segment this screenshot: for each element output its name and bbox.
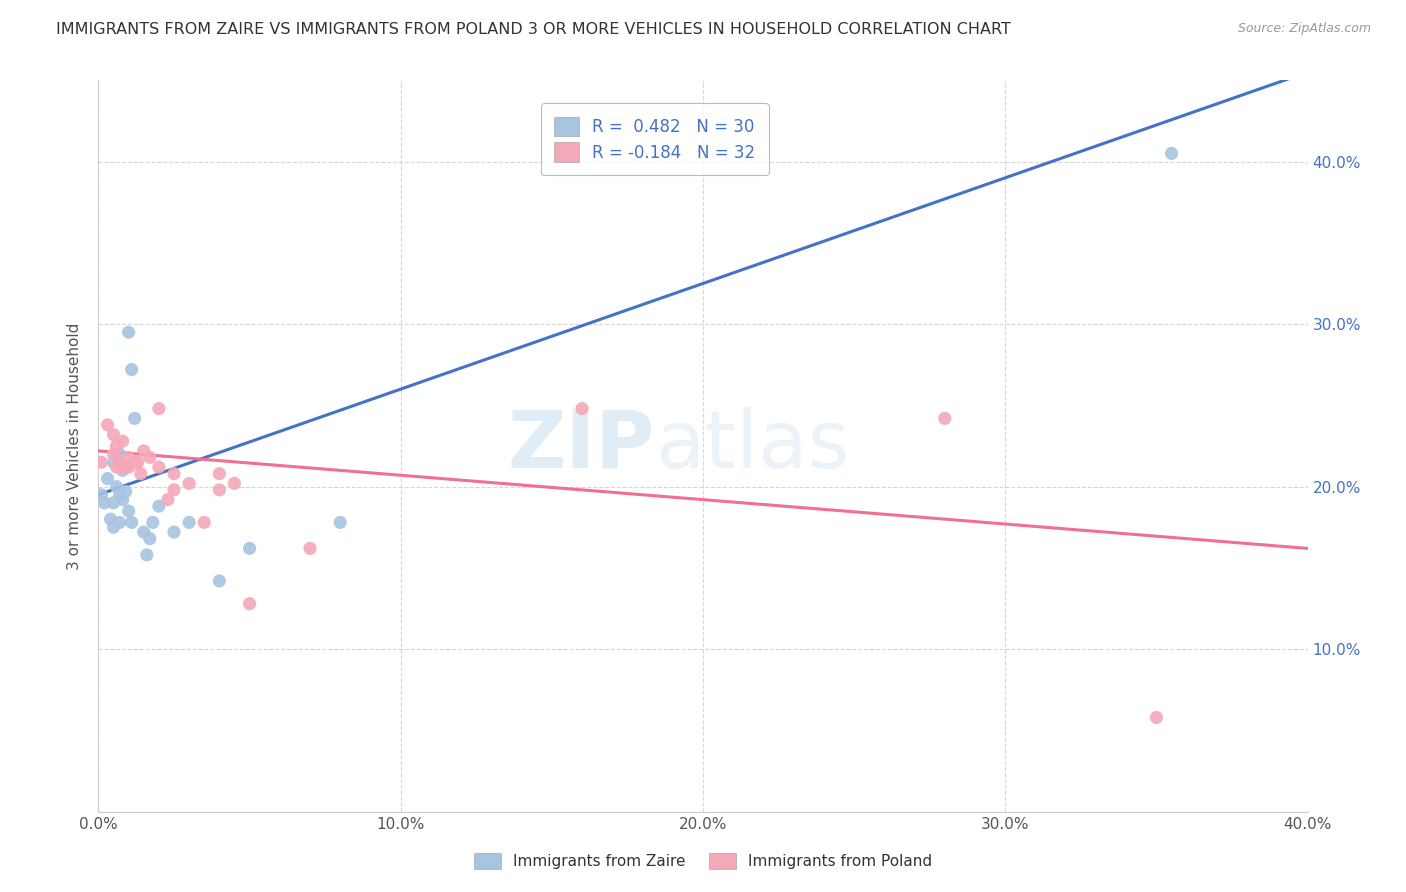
Point <box>163 467 186 481</box>
Point <box>118 460 141 475</box>
Point <box>103 520 125 534</box>
Point <box>163 483 186 497</box>
Point <box>193 516 215 530</box>
Point <box>108 455 131 469</box>
Point <box>127 455 149 469</box>
Point <box>93 496 115 510</box>
Point <box>105 439 128 453</box>
Point <box>329 516 352 530</box>
Point <box>118 504 141 518</box>
Point <box>224 476 246 491</box>
Point <box>96 417 118 432</box>
Point <box>124 411 146 425</box>
Point <box>299 541 322 556</box>
Point <box>103 427 125 442</box>
Text: ZIP: ZIP <box>508 407 655 485</box>
Point <box>108 488 131 502</box>
Point <box>156 492 179 507</box>
Point <box>111 463 134 477</box>
Point <box>105 480 128 494</box>
Point <box>100 512 122 526</box>
Point <box>132 443 155 458</box>
Point <box>148 460 170 475</box>
Point <box>121 516 143 530</box>
Point <box>111 460 134 475</box>
Point <box>148 401 170 416</box>
Point <box>179 516 201 530</box>
Point <box>108 447 131 461</box>
Point <box>96 471 118 485</box>
Point <box>139 532 162 546</box>
Point <box>148 499 170 513</box>
Point <box>121 362 143 376</box>
Point <box>103 496 125 510</box>
Point <box>163 525 186 540</box>
Point <box>208 467 231 481</box>
Point <box>114 484 136 499</box>
Point <box>129 467 152 481</box>
Point <box>124 455 146 469</box>
Text: IMMIGRANTS FROM ZAIRE VS IMMIGRANTS FROM POLAND 3 OR MORE VEHICLES IN HOUSEHOLD : IMMIGRANTS FROM ZAIRE VS IMMIGRANTS FROM… <box>56 22 1011 37</box>
Point <box>105 460 128 475</box>
Y-axis label: 3 or more Vehicles in Household: 3 or more Vehicles in Household <box>67 322 83 570</box>
Point <box>103 455 125 469</box>
Point <box>111 434 134 449</box>
Point <box>934 411 956 425</box>
Point <box>90 455 112 469</box>
Point <box>118 325 141 339</box>
Point <box>142 516 165 530</box>
Point <box>208 574 231 588</box>
Point <box>118 450 141 465</box>
Point <box>1160 146 1182 161</box>
Point <box>571 401 593 416</box>
Text: Source: ZipAtlas.com: Source: ZipAtlas.com <box>1237 22 1371 36</box>
Point <box>239 541 262 556</box>
Point <box>108 516 131 530</box>
Legend: R =  0.482   N = 30, R = -0.184   N = 32: R = 0.482 N = 30, R = -0.184 N = 32 <box>540 103 769 175</box>
Point <box>132 525 155 540</box>
Point <box>208 483 231 497</box>
Point <box>103 447 125 461</box>
Text: atlas: atlas <box>655 407 849 485</box>
Point <box>111 492 134 507</box>
Point <box>1144 710 1167 724</box>
Point <box>179 476 201 491</box>
Point <box>90 488 112 502</box>
Point <box>239 597 262 611</box>
Point <box>139 450 162 465</box>
Point <box>114 460 136 475</box>
Legend: Immigrants from Zaire, Immigrants from Poland: Immigrants from Zaire, Immigrants from P… <box>467 847 939 875</box>
Point <box>135 548 157 562</box>
